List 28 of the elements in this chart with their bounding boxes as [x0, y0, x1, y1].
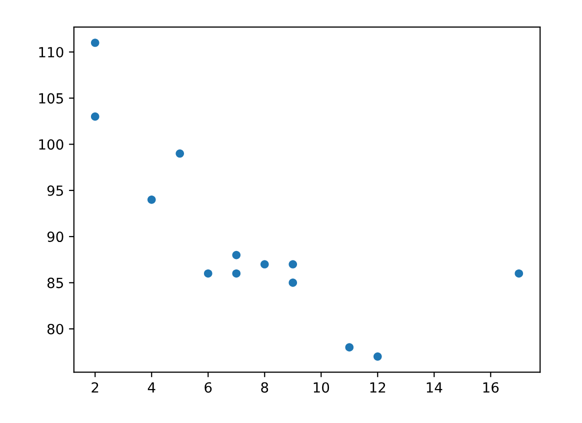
point — [288, 278, 298, 287]
x-tick-label: 16 — [483, 382, 499, 393]
y-tick-label: 100 — [39, 139, 64, 150]
x-tick-label: 2 — [92, 382, 98, 393]
point — [204, 269, 212, 278]
y-tick-label: 110 — [39, 46, 64, 58]
point — [232, 250, 241, 260]
point — [147, 195, 156, 204]
point — [232, 269, 241, 278]
y-tick-label: 80 — [47, 324, 64, 334]
point — [373, 352, 382, 361]
y-tick-label: 85 — [47, 278, 63, 288]
point — [260, 260, 269, 268]
point — [90, 38, 100, 47]
x-tick-label: 4 — [148, 382, 156, 393]
x-tick-label: 6 — [204, 382, 212, 393]
y-tick-label: 95 — [47, 185, 63, 196]
point — [345, 343, 354, 352]
y-tick-label: 90 — [47, 232, 64, 242]
point — [176, 149, 184, 158]
x-tick-label: 8 — [261, 382, 268, 393]
point — [288, 260, 298, 268]
x-tick-label: 14 — [426, 382, 442, 393]
x-tick-label: 12 — [370, 382, 386, 393]
x-tick-label: 10 — [314, 382, 330, 393]
point — [90, 112, 100, 121]
point — [514, 269, 524, 278]
y-tick-label: 105 — [39, 93, 63, 104]
